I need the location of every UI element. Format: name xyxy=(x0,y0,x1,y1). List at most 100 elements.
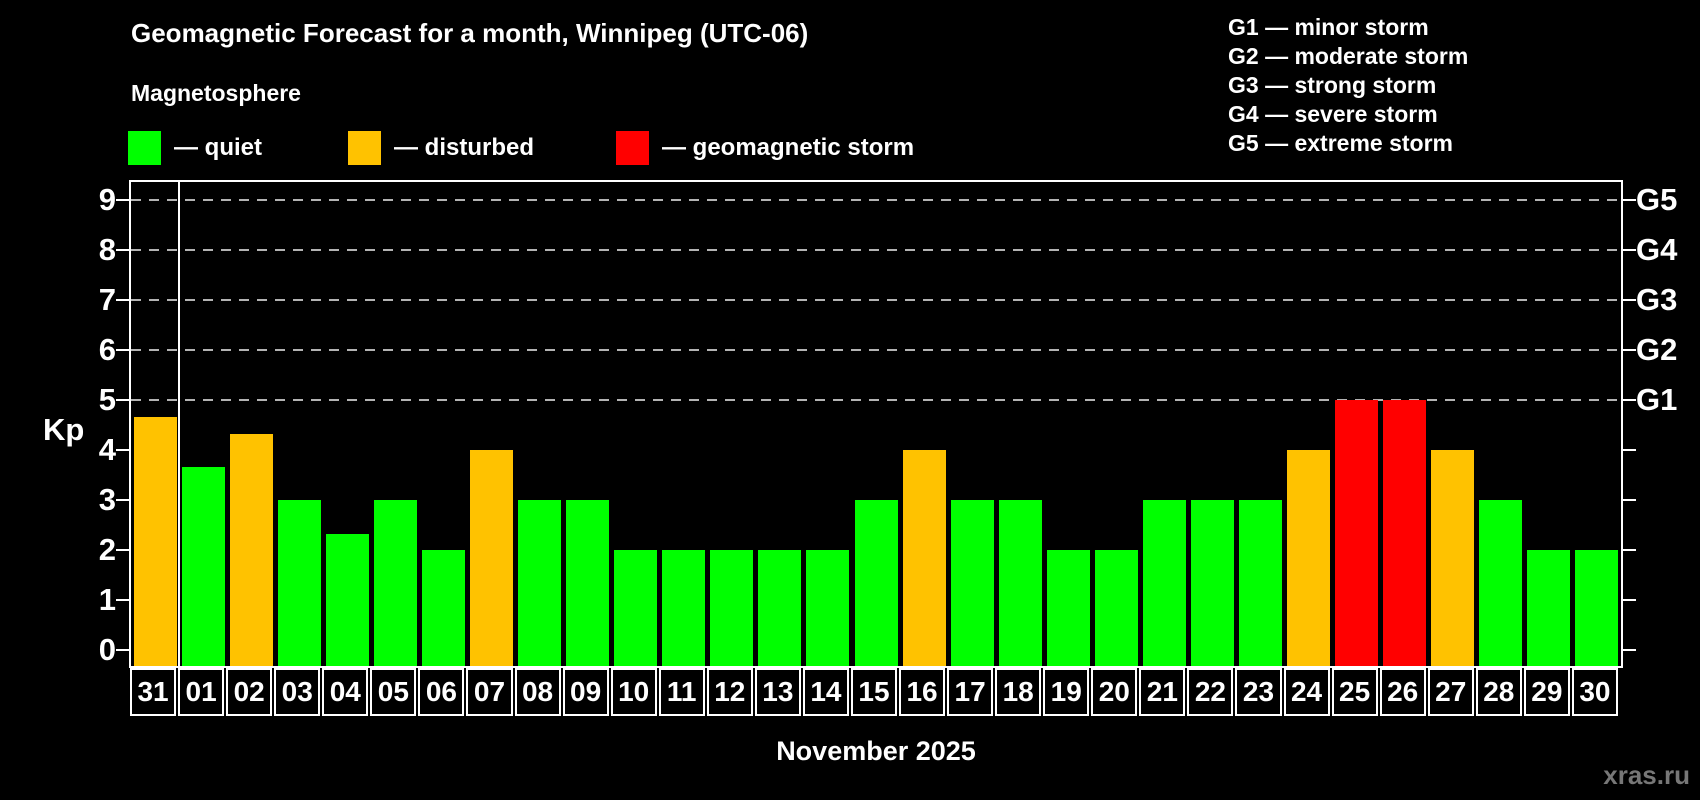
bar-day-03 xyxy=(277,500,321,666)
right-axis-tick-3 xyxy=(1623,499,1636,501)
x-date-cell-05: 05 xyxy=(370,668,417,716)
right-axis-tick-4 xyxy=(1623,449,1636,451)
y-axis-title: Kp xyxy=(43,412,85,447)
x-date-cell-04: 04 xyxy=(322,668,369,716)
bar-day-02 xyxy=(229,433,273,666)
bar-day-27 xyxy=(1431,450,1475,666)
x-date-cell-31: 31 xyxy=(130,668,177,716)
g-level-label-g1: G1 xyxy=(1636,382,1678,417)
g-legend-line-g1: G1 — minor storm xyxy=(1228,14,1429,40)
g-level-label-g4: G4 xyxy=(1636,232,1678,267)
bar-day-15 xyxy=(854,500,898,666)
left-axis-tick-4 xyxy=(116,449,129,451)
gridline-kp9 xyxy=(131,199,1621,201)
x-date-cell-17: 17 xyxy=(947,668,994,716)
right-axis-tick-0 xyxy=(1623,649,1636,651)
bar-day-12 xyxy=(710,550,754,666)
right-axis-tick-7 xyxy=(1623,299,1636,301)
x-date-cell-08: 08 xyxy=(514,668,561,716)
bar-day-07 xyxy=(469,450,513,666)
month-separator-line xyxy=(178,182,181,666)
x-date-cell-11: 11 xyxy=(658,668,705,716)
gridline-kp5 xyxy=(131,399,1621,401)
x-date-cell-02: 02 xyxy=(226,668,273,716)
g-legend-line-g2: G2 — moderate storm xyxy=(1228,43,1469,69)
bar-day-05 xyxy=(373,500,417,666)
x-date-cell-03: 03 xyxy=(274,668,321,716)
y-tick-label-8: 8 xyxy=(98,232,116,267)
y-tick-label-2: 2 xyxy=(98,532,116,567)
g-legend-line-g5: G5 — extreme storm xyxy=(1228,130,1453,156)
bar-day-09 xyxy=(566,500,610,666)
gridline-kp6 xyxy=(131,349,1621,351)
bar-day-22 xyxy=(1190,500,1234,666)
g-scale-legend: G1 — minor storm G2 — moderate storm G3 … xyxy=(1228,13,1468,158)
bar-day-20 xyxy=(1094,550,1138,666)
bar-day-16 xyxy=(902,450,946,666)
left-axis-tick-3 xyxy=(116,499,129,501)
x-date-cell-21: 21 xyxy=(1139,668,1186,716)
y-tick-label-1: 1 xyxy=(98,582,116,617)
bar-day-19 xyxy=(1046,550,1090,666)
gridline-kp8 xyxy=(131,249,1621,251)
disturbed-color-swatch xyxy=(348,131,381,165)
bar-day-04 xyxy=(325,533,369,666)
bar-day-06 xyxy=(421,550,465,666)
left-axis-tick-0 xyxy=(116,649,129,651)
bar-day-21 xyxy=(1142,500,1186,666)
x-date-cell-06: 06 xyxy=(418,668,465,716)
bar-day-23 xyxy=(1239,500,1283,666)
y-tick-label-9: 9 xyxy=(98,182,116,217)
g-level-label-g5: G5 xyxy=(1636,182,1678,217)
bar-day-31 xyxy=(133,416,177,666)
bar-day-28 xyxy=(1479,500,1523,666)
bar-day-08 xyxy=(518,500,562,666)
right-axis-tick-9 xyxy=(1623,199,1636,201)
right-axis-tick-8 xyxy=(1623,249,1636,251)
right-axis-tick-5 xyxy=(1623,399,1636,401)
left-axis-tick-8 xyxy=(116,249,129,251)
x-date-cell-28: 28 xyxy=(1475,668,1522,716)
x-date-cell-13: 13 xyxy=(754,668,801,716)
bar-day-29 xyxy=(1527,550,1571,666)
g-level-label-g3: G3 xyxy=(1636,282,1678,317)
right-axis-tick-2 xyxy=(1623,549,1636,551)
left-axis-tick-5 xyxy=(116,399,129,401)
bar-day-26 xyxy=(1383,400,1427,666)
x-date-cell-22: 22 xyxy=(1187,668,1234,716)
y-tick-label-5: 5 xyxy=(98,382,116,417)
watermark: xras.ru xyxy=(1603,760,1690,790)
right-axis-tick-6 xyxy=(1623,349,1636,351)
left-axis-tick-1 xyxy=(116,599,129,601)
g-level-label-g2: G2 xyxy=(1636,332,1678,367)
legend-item-quiet: — quiet xyxy=(128,130,262,166)
bar-day-17 xyxy=(950,500,994,666)
legend-label-quiet: — quiet xyxy=(174,134,262,161)
bar-day-30 xyxy=(1575,550,1619,666)
x-date-cell-30: 30 xyxy=(1571,668,1618,716)
x-date-cell-12: 12 xyxy=(706,668,753,716)
legend-item-disturbed: — disturbed xyxy=(348,130,534,166)
left-axis-tick-6 xyxy=(116,349,129,351)
legend-label-storm: — geomagnetic storm xyxy=(662,134,915,161)
x-date-cell-20: 20 xyxy=(1091,668,1138,716)
x-date-cell-26: 26 xyxy=(1379,668,1426,716)
y-tick-label-4: 4 xyxy=(98,432,116,467)
x-axis-date-row: 31 01 02 03 04 05 06 07 08 09 10 11 12 13 14 15 16 17 18 19… xyxy=(129,668,1623,716)
x-date-cell-14: 14 xyxy=(802,668,849,716)
y-tick-label-0: 0 xyxy=(98,632,116,667)
month-caption: November 2025 xyxy=(776,736,976,766)
bar-day-14 xyxy=(806,550,850,666)
storm-color-swatch xyxy=(616,131,649,165)
bar-day-18 xyxy=(998,500,1042,666)
y-tick-label-6: 6 xyxy=(98,332,116,367)
left-axis-tick-7 xyxy=(116,299,129,301)
legend-label-disturbed: — disturbed xyxy=(394,134,535,161)
x-date-cell-27: 27 xyxy=(1427,668,1474,716)
bar-day-11 xyxy=(662,550,706,666)
x-date-cell-10: 10 xyxy=(610,668,657,716)
g-legend-line-g3: G3 — strong storm xyxy=(1228,72,1437,98)
x-date-cell-29: 29 xyxy=(1523,668,1570,716)
x-date-cell-01: 01 xyxy=(178,668,225,716)
